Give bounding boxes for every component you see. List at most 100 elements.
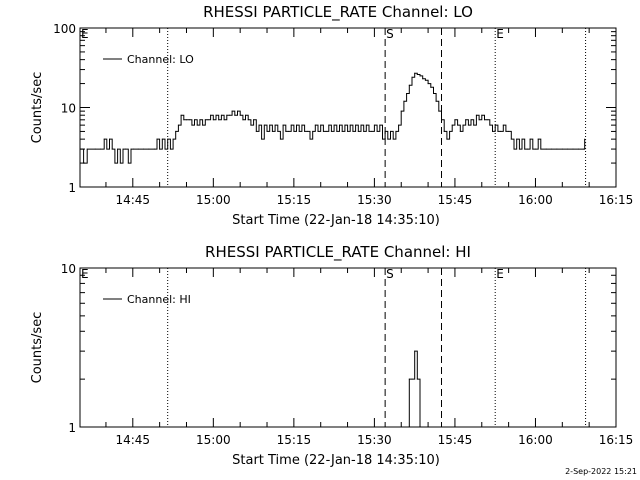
data-point	[379, 124, 381, 126]
data-point	[175, 130, 177, 132]
data-point	[419, 75, 421, 77]
data-point	[177, 124, 179, 126]
data-point	[279, 138, 281, 140]
data-point	[451, 124, 453, 126]
data-point	[510, 138, 512, 140]
data-point	[486, 119, 488, 121]
data-point	[357, 130, 359, 132]
data-point	[430, 86, 432, 88]
data-point	[119, 162, 121, 164]
data-point	[285, 130, 287, 132]
data-point	[282, 124, 284, 126]
data-point	[398, 124, 400, 126]
data-point	[341, 130, 343, 132]
x-tick-label: 16:00	[518, 433, 553, 447]
y-axis-label: Counts/sec	[30, 72, 45, 144]
data-point	[584, 138, 586, 140]
data-point	[218, 119, 220, 121]
footer-timestamp: 2-Sep-2022 15:21	[565, 467, 637, 476]
plot-frame	[79, 27, 617, 188]
data-point	[390, 130, 391, 132]
data-point	[411, 76, 413, 78]
data-point	[502, 124, 504, 126]
data-point	[339, 124, 340, 126]
data-point	[288, 130, 289, 132]
data-point	[188, 119, 190, 121]
data-point	[180, 114, 182, 116]
data-point	[103, 138, 105, 140]
data-point	[320, 124, 322, 126]
data-point	[371, 130, 373, 132]
data-point	[312, 130, 314, 132]
x-tick-label: 15:45	[438, 433, 473, 447]
data-point	[298, 130, 300, 132]
data-point	[106, 148, 108, 150]
legend-entry: Channel: LO	[127, 53, 194, 66]
data-point	[207, 119, 209, 121]
data-point	[360, 124, 362, 126]
data-point	[317, 130, 319, 132]
data-point	[449, 130, 451, 132]
data-point	[524, 148, 526, 150]
data-point	[148, 148, 150, 150]
data-point	[446, 138, 448, 140]
data-point	[497, 130, 499, 132]
data-point	[414, 350, 416, 352]
chart-lo-channel: RHESSI PARTICLE_RATE Channel: LO Start Ti…	[30, 3, 633, 228]
x-tick-label: 16:15	[599, 433, 634, 447]
data-point	[228, 114, 230, 116]
x-tick-label: 15:15	[277, 193, 312, 207]
data-point	[355, 124, 357, 126]
data-point	[255, 130, 257, 132]
data-point	[261, 138, 263, 140]
data-point	[532, 148, 534, 150]
data-point	[250, 124, 252, 126]
chart-hi-channel: RHESSI PARTICLE_RATE Channel: HI Start Ti…	[30, 243, 633, 468]
data-point	[419, 426, 421, 428]
data-point	[500, 130, 502, 132]
data-point	[526, 148, 528, 150]
data-point	[408, 378, 410, 380]
data-point	[226, 114, 228, 116]
data-point	[86, 148, 88, 150]
data-point	[186, 119, 187, 121]
y-tick-label: 1	[68, 181, 76, 195]
data-point	[400, 110, 402, 112]
data-point	[133, 148, 135, 150]
data-point	[484, 119, 485, 121]
data-point	[473, 124, 475, 126]
y-axis-label: Counts/sec	[30, 312, 45, 384]
data-point	[349, 124, 351, 126]
data-point	[427, 83, 429, 85]
data-point	[301, 124, 303, 126]
data-point	[111, 148, 113, 150]
data-point	[513, 148, 515, 150]
data-point	[122, 148, 124, 150]
data-point	[210, 114, 212, 116]
data-point	[392, 138, 394, 140]
event-marker-label: E	[81, 27, 89, 41]
x-axis-label: Start Time (22-Jan-18 14:35:10)	[232, 213, 440, 228]
data-point	[114, 162, 116, 164]
data-point	[234, 114, 236, 116]
data-point	[492, 130, 493, 132]
data-point	[363, 130, 365, 132]
data-point	[368, 130, 370, 132]
data-point	[274, 124, 276, 126]
data-point	[561, 148, 563, 150]
x-tick-label: 15:30	[357, 433, 392, 447]
data-point	[567, 148, 569, 150]
series-line	[403, 350, 423, 428]
data-point	[387, 138, 389, 140]
data-point	[127, 162, 129, 164]
data-point	[521, 138, 523, 140]
data-point	[199, 119, 201, 121]
data-point	[443, 130, 445, 132]
x-tick-label: 14:45	[115, 433, 150, 447]
data-point	[518, 148, 520, 150]
data-point	[384, 130, 386, 132]
data-point	[382, 138, 383, 140]
x-tick-label: 16:00	[518, 193, 553, 207]
data-point	[529, 138, 531, 140]
data-point	[117, 148, 119, 150]
